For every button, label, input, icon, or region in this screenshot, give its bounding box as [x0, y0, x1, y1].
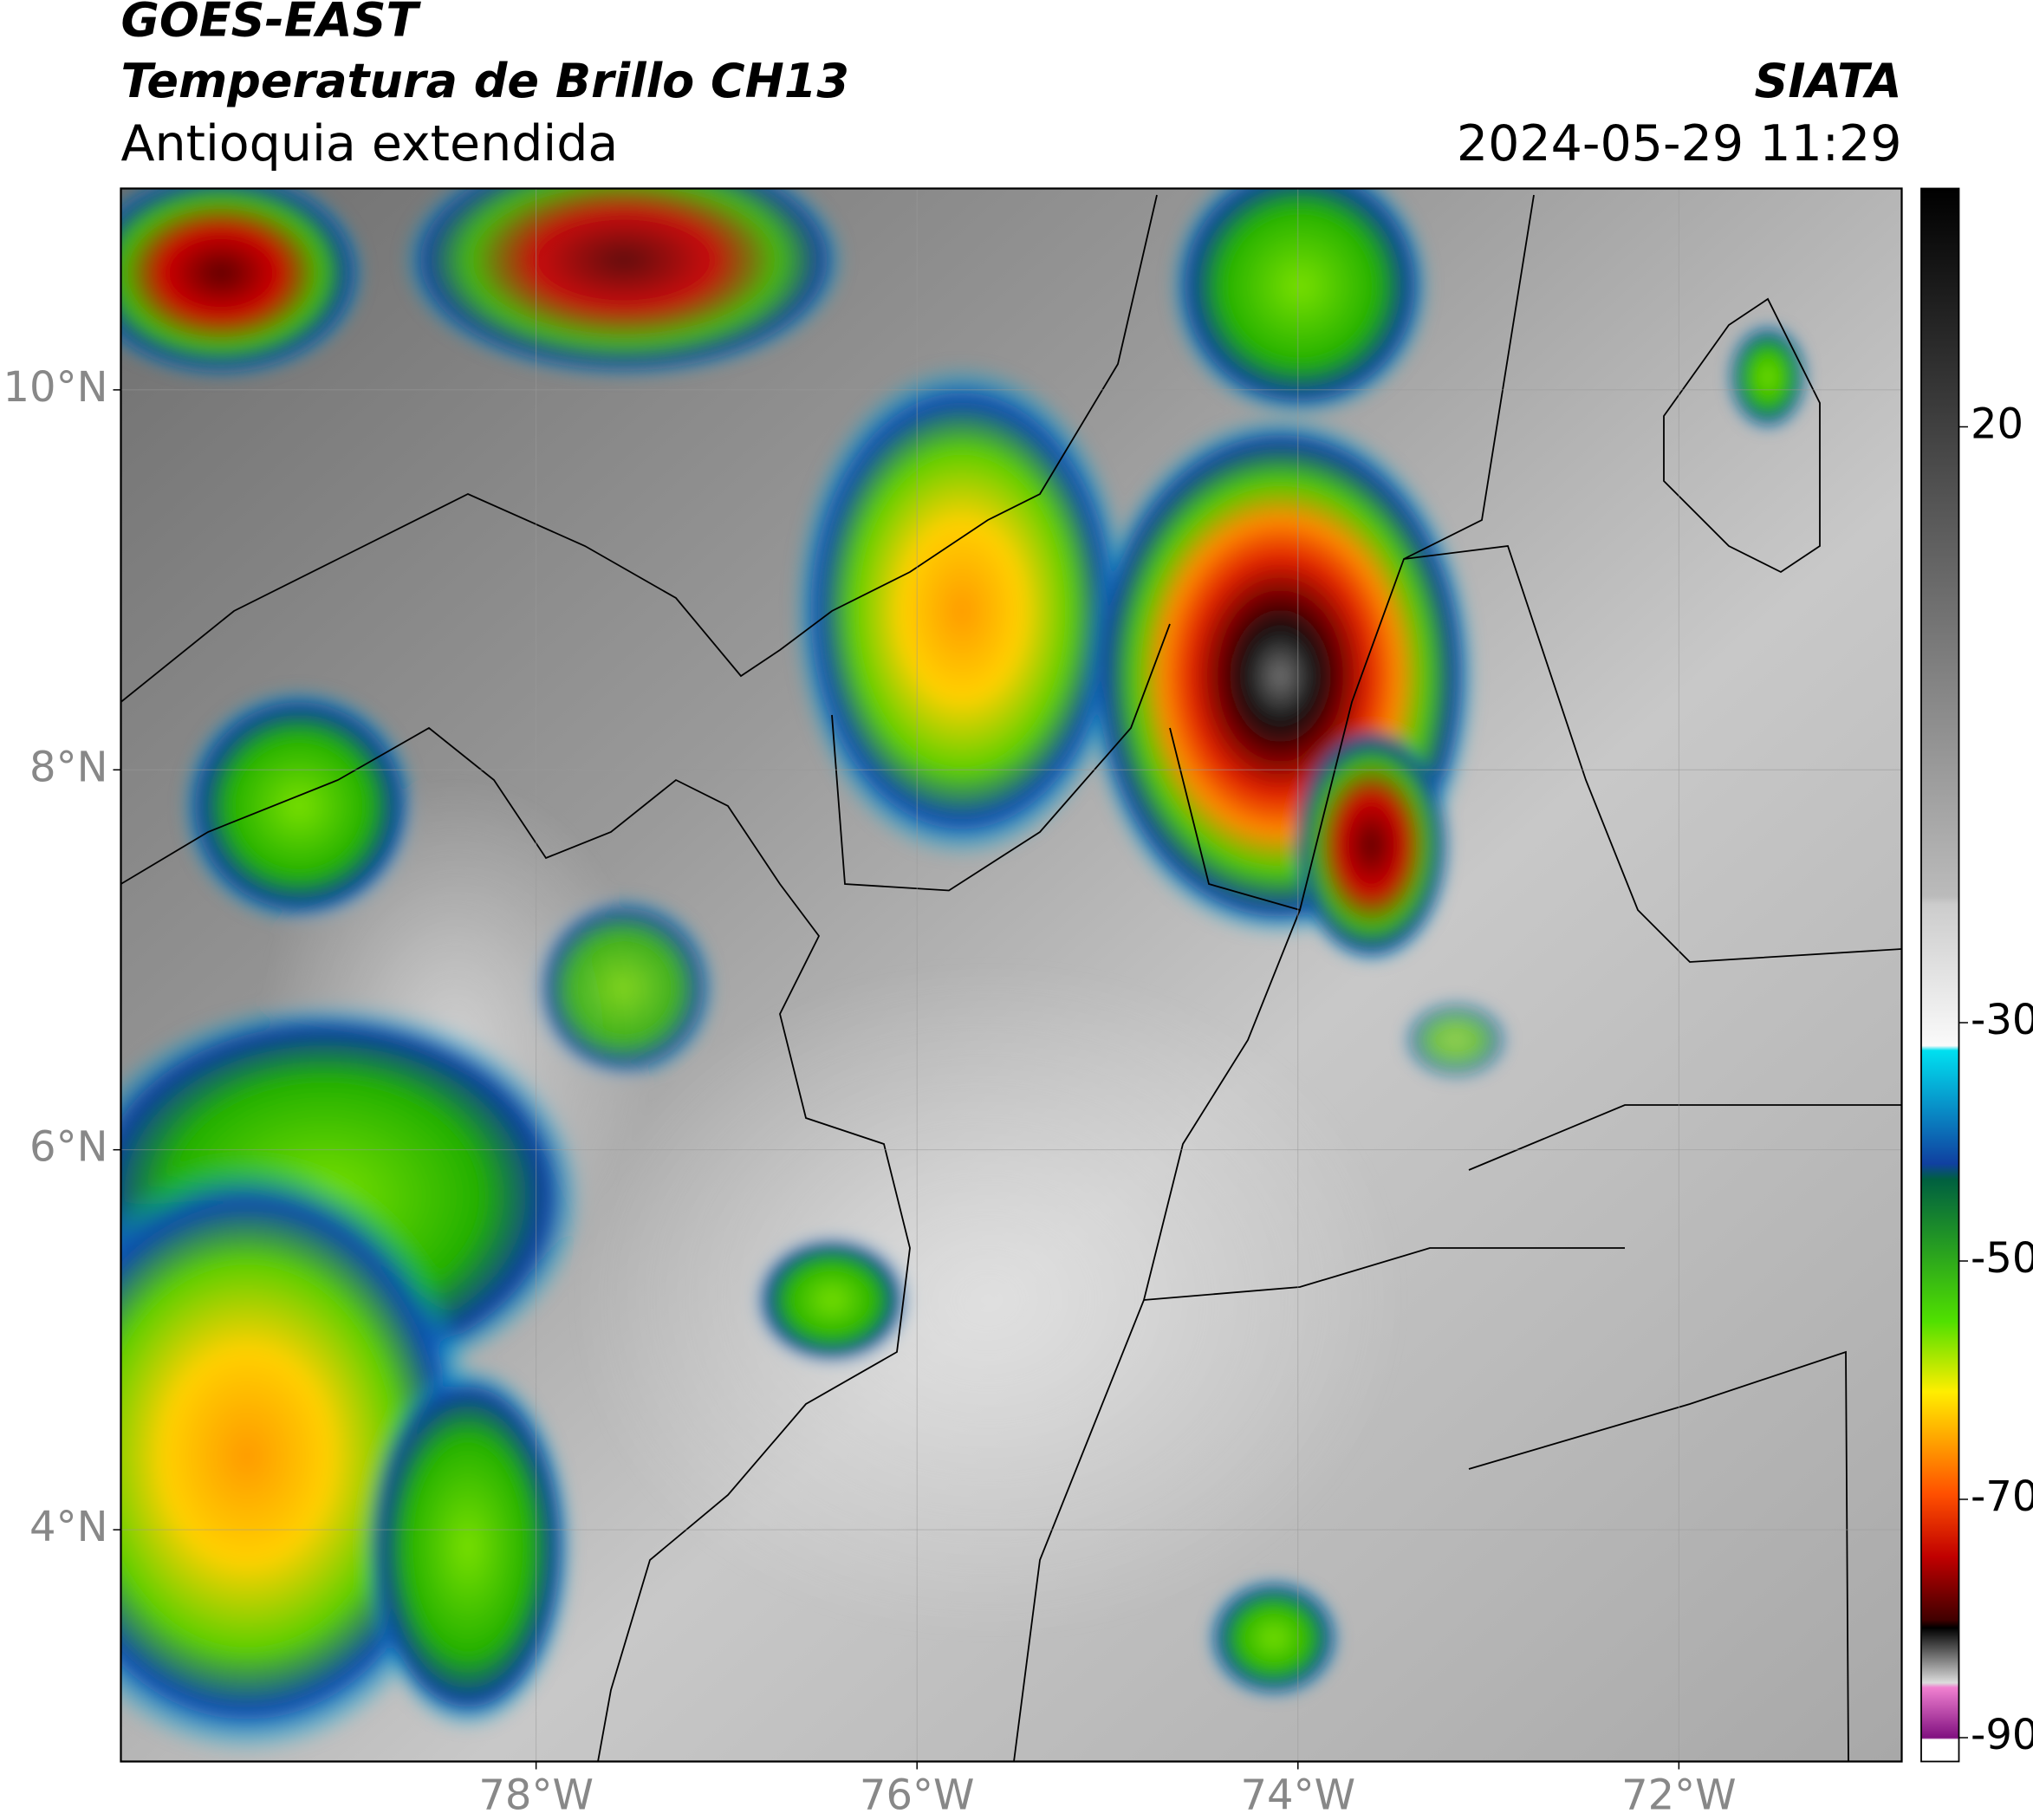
region: Antioquia extendida: [121, 115, 619, 172]
x-tick-label: 74°W: [1241, 1771, 1356, 1820]
colorbar: [1920, 187, 1960, 1763]
y-tick-label: 10°N: [3, 363, 108, 412]
datetime: 2024-05-29 11:29: [1457, 115, 1902, 172]
map-frame: [120, 187, 1903, 1763]
y-tick-label: 6°N: [29, 1123, 107, 1172]
axes: 78°W 76°W 74°W 72°W 10°N 8°N 6°N 4°N 20 -30 -50 -70…: [3, 188, 2033, 1820]
x-tick-label: 78°W: [478, 1771, 594, 1820]
map-imagery: [120, 188, 1902, 1762]
subtitle: Temperatura de Brillo CH13: [121, 54, 850, 108]
x-tick-label: 72°W: [1621, 1771, 1737, 1820]
colorbar-tick-label: -50: [1971, 1234, 2033, 1283]
y-tick-label: 4°N: [29, 1503, 107, 1551]
colorbar-tick-label: -30: [1971, 996, 2033, 1044]
title: GOES-EAST: [121, 0, 422, 48]
source: SIATA: [1754, 54, 1901, 108]
colorbar-tick-label: 20: [1971, 400, 2023, 449]
colorbar-tick-label: -90: [1971, 1711, 2033, 1759]
y-tick-label: 8°N: [29, 743, 107, 791]
x-tick-label: 76°W: [860, 1771, 975, 1820]
colorbar-tick-label: -70: [1971, 1472, 2033, 1521]
